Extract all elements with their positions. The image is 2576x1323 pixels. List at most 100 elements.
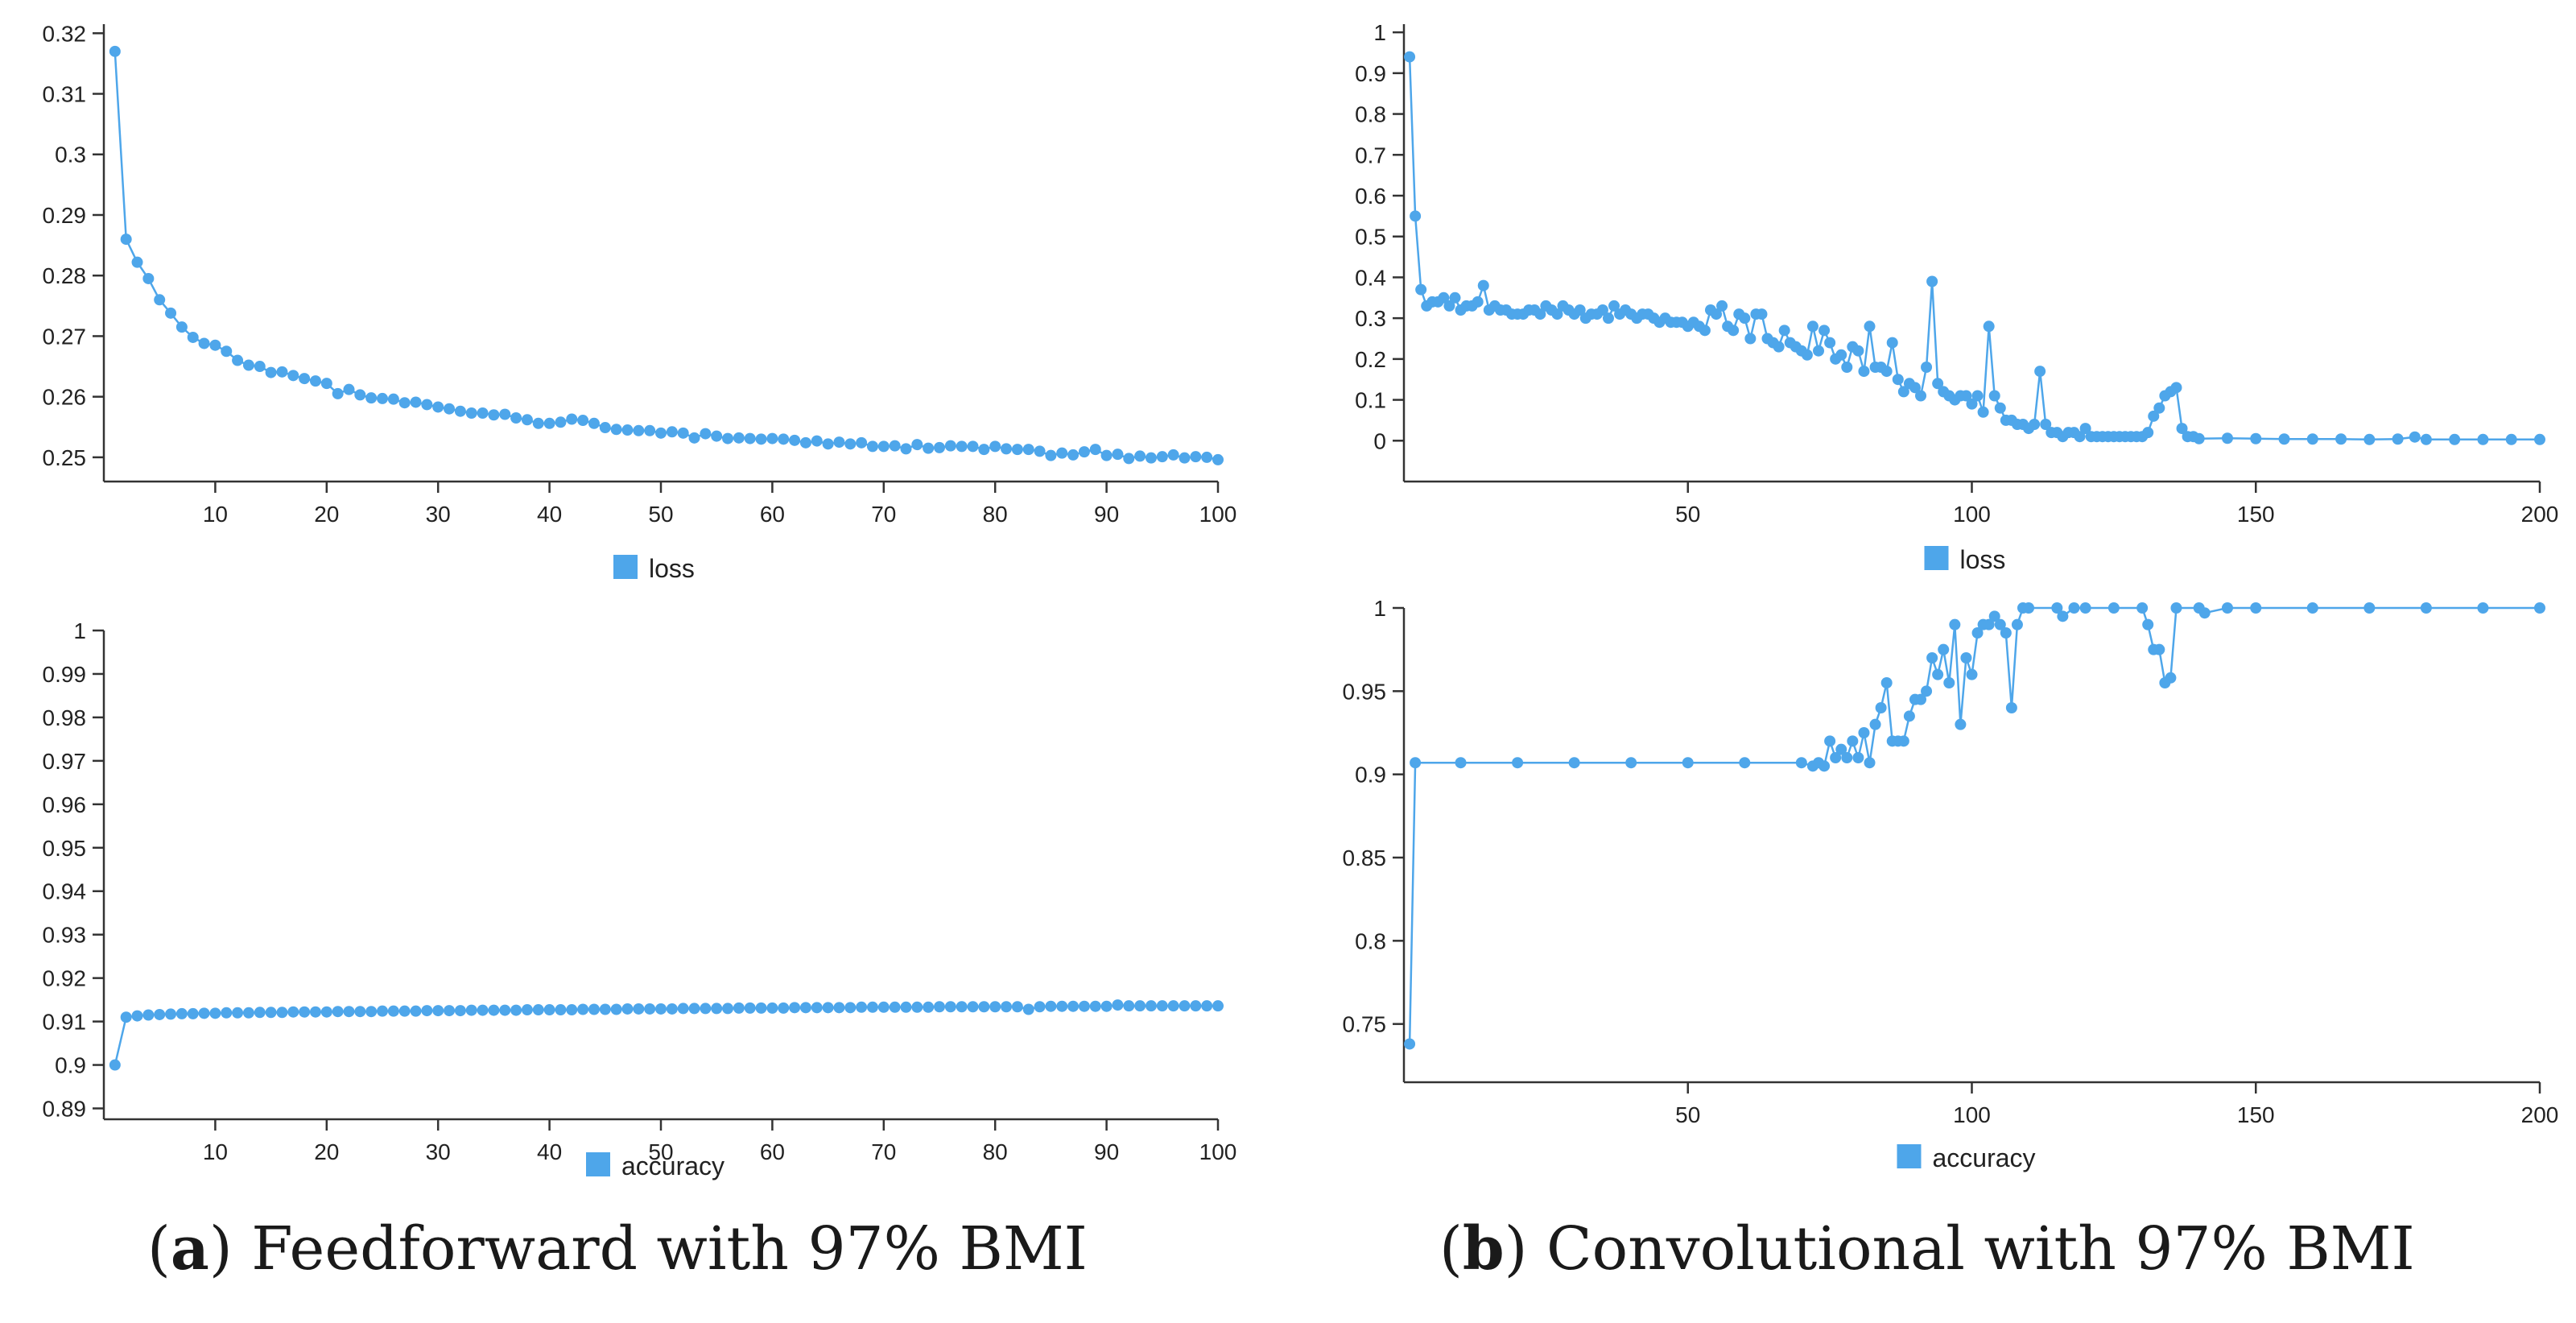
data-point [856, 436, 868, 449]
data-point [1897, 386, 1909, 398]
data-point [343, 383, 355, 395]
data-point [2193, 432, 2205, 444]
data-point [1921, 362, 1933, 373]
data-point [1858, 727, 1870, 738]
data-point [1932, 668, 1944, 680]
data-point [2278, 433, 2290, 445]
data-point [1201, 1000, 1213, 1012]
data-point [377, 392, 388, 404]
data-point [2000, 627, 2012, 639]
data-point [877, 440, 890, 453]
data-point [120, 234, 132, 246]
data-point [1988, 610, 2000, 622]
data-point [2534, 602, 2545, 614]
data-point [1001, 1001, 1013, 1013]
data-point [1778, 325, 1790, 337]
data-point [499, 1004, 511, 1016]
chart-ff-loss: 0.25 0.26 0.27 0.28 0.29 0.3 0.31 0.32 10 20 30 40 5… [43, 21, 1237, 583]
data-point [454, 405, 466, 417]
data-point [2040, 419, 2052, 430]
x-tick-label: 50 [648, 502, 673, 527]
data-point [610, 1003, 622, 1015]
x-tick-label: 70 [871, 502, 896, 527]
data-point [454, 1005, 466, 1017]
data-point [911, 1001, 923, 1013]
y-tick-label: 0.32 [43, 21, 87, 46]
data-point [1078, 446, 1090, 458]
y-tick-label: 0.8 [1355, 102, 1386, 127]
y-tick-label: 0.98 [43, 705, 87, 730]
data-point [2306, 602, 2318, 614]
data-point [477, 407, 489, 419]
data-point [733, 432, 745, 444]
data-point [989, 440, 1001, 453]
data-point [599, 1003, 611, 1015]
legend-label: accuracy [1933, 1143, 2036, 1172]
x-tick-label: 60 [760, 1139, 785, 1164]
series-line-loss [114, 51, 1219, 461]
data-point [477, 1004, 489, 1016]
caption-b-label: b [1462, 1214, 1505, 1284]
data-point [221, 1007, 233, 1019]
y-tick-label: 0.9 [55, 1053, 86, 1078]
data-point [2148, 410, 2160, 422]
data-point [1960, 390, 1972, 402]
y-tick-label: 0.31 [43, 82, 87, 107]
data-point [198, 1007, 210, 1019]
data-point [142, 272, 155, 284]
x-tick-label: 80 [983, 502, 1008, 527]
data-point [766, 432, 778, 444]
x-tick-label: 90 [1094, 1139, 1119, 1164]
y-tick-label: 0.92 [43, 966, 87, 991]
data-point [1404, 51, 1416, 63]
data-point [1921, 685, 1933, 697]
data-point [2165, 672, 2177, 684]
data-point [2335, 433, 2347, 445]
data-point [944, 440, 956, 452]
x-tick-label: 40 [537, 1139, 562, 1164]
data-point [1100, 449, 1113, 461]
data-point [666, 1003, 678, 1015]
x-tick-label: 80 [983, 1139, 1008, 1164]
data-point [109, 45, 121, 57]
data-point [799, 436, 811, 449]
data-point [2477, 433, 2489, 445]
data-point [877, 1001, 890, 1013]
data-point [1756, 308, 1768, 320]
series-line-loss [1408, 56, 2540, 441]
y-tick-label: 0.89 [43, 1097, 87, 1122]
data-point [577, 1003, 589, 1015]
data-point [2142, 427, 2154, 439]
data-point [799, 1002, 811, 1014]
data-point [1134, 450, 1146, 462]
data-point [2079, 602, 2091, 614]
data-point [1022, 444, 1034, 456]
data-point [2170, 602, 2182, 614]
data-point [320, 1006, 332, 1018]
y-tick-label: 0.7 [1355, 143, 1386, 167]
legend-swatch [586, 1152, 610, 1176]
x-tick-label: 100 [1199, 502, 1237, 527]
data-point [1190, 451, 1202, 463]
data-point [566, 1004, 578, 1016]
y-tick-label: 0.93 [43, 923, 87, 948]
x-tick-label: 100 [1953, 1102, 1991, 1127]
data-point [610, 424, 622, 436]
data-point [142, 1009, 155, 1021]
data-point [1472, 296, 1484, 308]
data-point [1134, 1000, 1146, 1012]
data-point [956, 440, 968, 453]
data-point [655, 427, 667, 439]
data-point [889, 1001, 901, 1013]
data-point [254, 361, 266, 373]
data-point [1955, 718, 1967, 730]
data-point [465, 1004, 477, 1016]
data-point [1841, 362, 1853, 373]
chart-ff-accuracy: 0.89 0.9 0.91 0.92 0.93 0.94 0.95 0.96 0.97 0.98 0… [43, 618, 1237, 1180]
data-point [1145, 1000, 1157, 1012]
data-point [488, 1004, 500, 1016]
data-point [309, 375, 321, 387]
data-point [621, 424, 634, 436]
data-point [1179, 1000, 1191, 1012]
data-point [1869, 718, 1881, 730]
